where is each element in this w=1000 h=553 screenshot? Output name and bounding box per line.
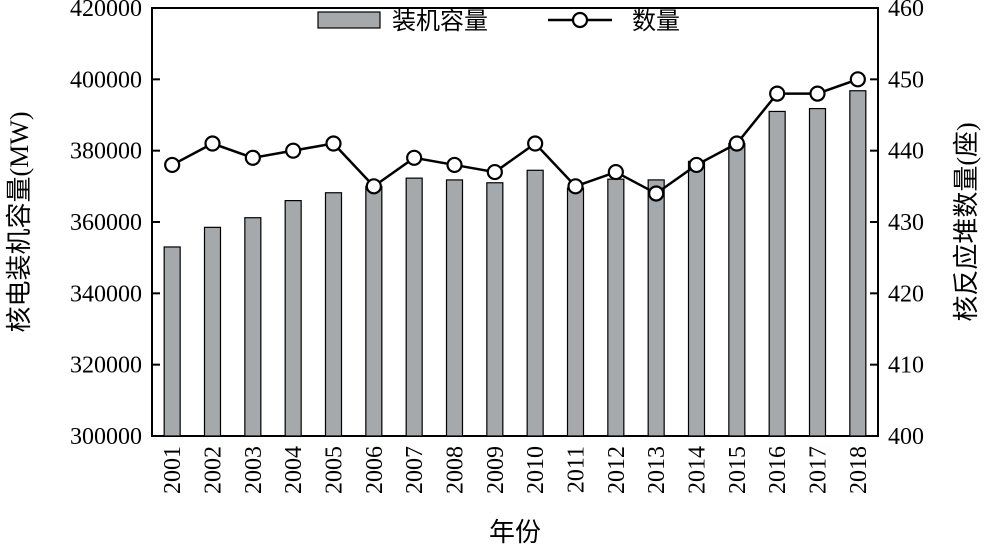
x-tick-label: 2017	[806, 446, 832, 494]
right-axis-title: 核反应堆数量(座)	[952, 122, 981, 321]
bar-2003	[244, 217, 262, 437]
right-tick-label: 430	[888, 210, 924, 236]
marker-2004	[285, 142, 302, 159]
marker-2008	[446, 156, 463, 174]
right-tick-label: 450	[888, 67, 924, 93]
x-tick-label: 2013	[644, 446, 670, 494]
left-tick-label: 420000	[70, 0, 142, 22]
x-axis-ticks: 2001 2002 2003 2004 2005 2006 2007 2008 2009 2010…	[160, 446, 872, 494]
marker-2012	[607, 163, 624, 181]
legend-bar-swatch	[317, 11, 381, 29]
x-tick-label: 2008	[443, 446, 469, 494]
right-tick-label: 420	[888, 281, 924, 307]
left-tick-label: 300000	[70, 424, 142, 450]
legend-line-label: 数量	[632, 8, 680, 35]
left-tick-label: 320000	[70, 353, 142, 379]
marker-2009	[486, 163, 503, 181]
count-line	[171, 78, 859, 195]
right-axis-ticks: 400 410 420 430 440 450 460	[870, 0, 924, 450]
right-tick-label: 410	[888, 353, 924, 379]
bar-series	[163, 90, 867, 437]
marker-2018	[849, 71, 866, 88]
bar-2002	[203, 226, 222, 437]
x-tick-label: 2005	[322, 446, 348, 494]
bar-2015	[728, 142, 746, 437]
x-tick-label: 2001	[160, 446, 186, 494]
marker-2017	[809, 85, 826, 102]
left-tick-label: 360000	[70, 210, 142, 236]
bar-2008	[445, 179, 464, 437]
marker-2007	[406, 149, 423, 166]
left-tick-label: 380000	[70, 139, 142, 165]
bar-2011	[566, 187, 585, 437]
bar-2018	[849, 90, 867, 437]
line-markers	[164, 71, 866, 202]
bar-2012	[607, 178, 625, 437]
x-tick-label: 2011	[564, 446, 590, 493]
marker-2011	[567, 178, 584, 195]
marker-2001	[164, 156, 181, 174]
marker-2013	[648, 185, 665, 202]
left-tick-label: 340000	[70, 281, 142, 307]
legend: 装机容量 数量	[317, 8, 680, 35]
marker-2003	[244, 149, 261, 166]
bar-2009	[486, 182, 504, 437]
x-tick-label: 2007	[402, 446, 428, 494]
marker-2010	[527, 135, 544, 152]
left-axis-ticks: 300000 320000 340000 360000 380000 400000 4200…	[70, 0, 160, 450]
x-tick-label: 2002	[201, 446, 227, 494]
bar-2010	[526, 169, 544, 437]
x-tick-label: 2004	[281, 446, 307, 494]
bar-2007	[405, 177, 423, 437]
x-axis-title: 年份	[489, 518, 541, 547]
x-tick-label: 2010	[523, 446, 549, 494]
x-tick-label: 2014	[685, 446, 711, 494]
bar-2001	[163, 246, 181, 437]
line-series	[171, 78, 859, 195]
x-tick-label: 2003	[241, 446, 267, 494]
x-tick-label: 2012	[604, 446, 630, 494]
x-tick-label: 2009	[483, 446, 509, 494]
right-tick-label: 400	[888, 424, 924, 450]
x-tick-label: 2016	[765, 446, 791, 494]
bar-2005	[324, 192, 343, 437]
bar-2014	[687, 160, 706, 437]
bar-2017	[808, 107, 827, 437]
x-tick-label: 2006	[362, 446, 388, 494]
bar-2004	[284, 200, 302, 437]
x-tick-label: 2015	[725, 446, 751, 494]
legend-marker-swatch	[571, 11, 589, 29]
right-tick-label: 440	[888, 139, 924, 165]
left-axis-title: 核电装机容量(MW)	[5, 112, 34, 333]
marker-2005	[325, 135, 342, 152]
marker-2014	[688, 156, 705, 174]
marker-2015	[728, 135, 745, 152]
left-tick-label: 400000	[70, 67, 142, 93]
bar-2013	[647, 179, 665, 437]
legend-bar-label: 装机容量	[392, 8, 488, 35]
bar-2006	[365, 185, 383, 437]
marker-2002	[204, 135, 221, 152]
marker-2006	[365, 178, 382, 195]
x-tick-label: 2018	[846, 446, 872, 494]
bar-2016	[768, 110, 786, 437]
marker-2016	[769, 85, 786, 102]
right-tick-label: 460	[888, 0, 924, 22]
